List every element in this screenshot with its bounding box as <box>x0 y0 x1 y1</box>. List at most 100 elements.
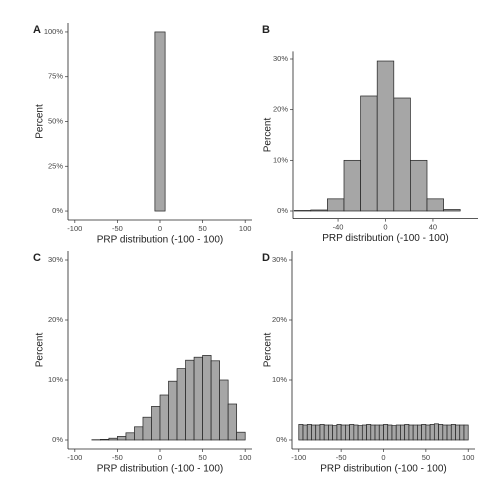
x-tick-label: 100 <box>462 453 475 462</box>
bar <box>412 424 418 441</box>
x-tick-label: 0 <box>158 224 162 233</box>
bar <box>425 424 431 441</box>
bar <box>376 60 395 212</box>
bar <box>345 424 350 441</box>
bar <box>463 424 469 441</box>
bar <box>383 424 389 441</box>
y-axis-title: Percent <box>35 104 46 139</box>
bar <box>357 425 363 441</box>
y-tick-label: 25% <box>48 161 63 170</box>
x-tick-label: 100 <box>239 224 252 233</box>
x-tick-label: -50 <box>336 453 347 462</box>
bar <box>421 424 427 441</box>
bar <box>134 426 144 441</box>
x-tick-label: -100 <box>67 453 82 462</box>
bar <box>236 431 246 441</box>
y-tick-label: 30% <box>48 255 63 264</box>
y-tick-label: 0% <box>276 435 287 444</box>
y-tick-label: 0% <box>277 206 288 215</box>
bar <box>323 424 329 441</box>
y-axis-title: Percent <box>263 333 274 368</box>
x-tick-label: 40 <box>429 223 437 232</box>
bar <box>370 424 376 441</box>
y-tick-label: 10% <box>273 155 288 164</box>
bar <box>417 424 422 441</box>
y-tick-label: 10% <box>272 375 287 384</box>
bar <box>378 424 384 441</box>
bar <box>387 424 393 441</box>
x-tick-label: 50 <box>198 224 206 233</box>
y-axis-title: Percent <box>263 118 274 153</box>
x-tick-label: -100 <box>291 453 306 462</box>
bar <box>168 380 178 441</box>
panel-label: B <box>262 24 270 36</box>
x-tick-label: -100 <box>67 224 82 233</box>
bar <box>319 424 325 441</box>
bar <box>360 95 378 212</box>
y-axis-title: Percent <box>35 333 46 368</box>
y-tick-label: 10% <box>48 375 63 384</box>
bar <box>353 424 359 441</box>
x-tick-label: 0 <box>383 223 387 232</box>
bar <box>343 159 361 212</box>
x-axis-title: PRP distribution (-100 - 100) <box>97 235 224 246</box>
bar <box>438 424 444 441</box>
bar <box>202 355 212 441</box>
x-tick-label: -50 <box>112 224 123 233</box>
bar <box>210 360 220 441</box>
bar <box>185 359 195 441</box>
bar <box>442 424 448 441</box>
bar <box>298 424 304 441</box>
bar <box>100 439 110 441</box>
bar <box>395 424 401 441</box>
bar <box>306 424 312 441</box>
bar <box>117 436 127 441</box>
bar <box>426 198 444 212</box>
x-axis-title: PRP distribution (-100 - 100) <box>97 464 224 475</box>
panel-label: C <box>33 252 41 264</box>
x-tick-label: -40 <box>333 223 344 232</box>
bar <box>366 424 372 441</box>
bar <box>446 424 452 441</box>
bar <box>311 424 317 441</box>
y-tick-label: 20% <box>272 315 287 324</box>
x-tick-label: 100 <box>239 453 252 462</box>
x-tick-label: -50 <box>112 453 123 462</box>
bar <box>349 424 355 441</box>
panel-label: D <box>262 252 270 264</box>
panel-label: A <box>33 24 41 36</box>
bar <box>125 432 135 441</box>
bar <box>219 379 229 441</box>
bar <box>429 424 435 441</box>
y-tick-label: 30% <box>273 54 288 63</box>
y-tick-label: 0% <box>52 435 63 444</box>
bar <box>393 97 411 212</box>
y-tick-label: 100% <box>44 27 64 36</box>
x-axis-title: PRP distribution (-100 - 100) <box>322 233 449 244</box>
bar <box>310 209 328 212</box>
bar <box>159 394 169 441</box>
bar <box>459 424 465 441</box>
bar <box>433 423 439 441</box>
bar <box>142 416 152 441</box>
bar <box>443 209 461 212</box>
bar <box>332 425 338 441</box>
bar <box>108 437 118 441</box>
bar <box>340 424 346 441</box>
y-tick-label: 0% <box>52 206 63 215</box>
bar <box>408 424 414 441</box>
bar <box>176 368 186 441</box>
y-tick-label: 20% <box>48 315 63 324</box>
y-tick-label: 75% <box>48 72 63 81</box>
bar <box>400 424 406 441</box>
bar <box>450 424 456 441</box>
x-axis-title: PRP distribution (-100 - 100) <box>320 464 447 475</box>
y-tick-label: 20% <box>273 105 288 114</box>
bar <box>227 403 238 441</box>
bar <box>374 424 380 441</box>
bar <box>193 356 203 441</box>
bar <box>404 424 410 441</box>
x-tick-label: 0 <box>381 453 385 462</box>
y-tick-label: 50% <box>48 116 63 125</box>
